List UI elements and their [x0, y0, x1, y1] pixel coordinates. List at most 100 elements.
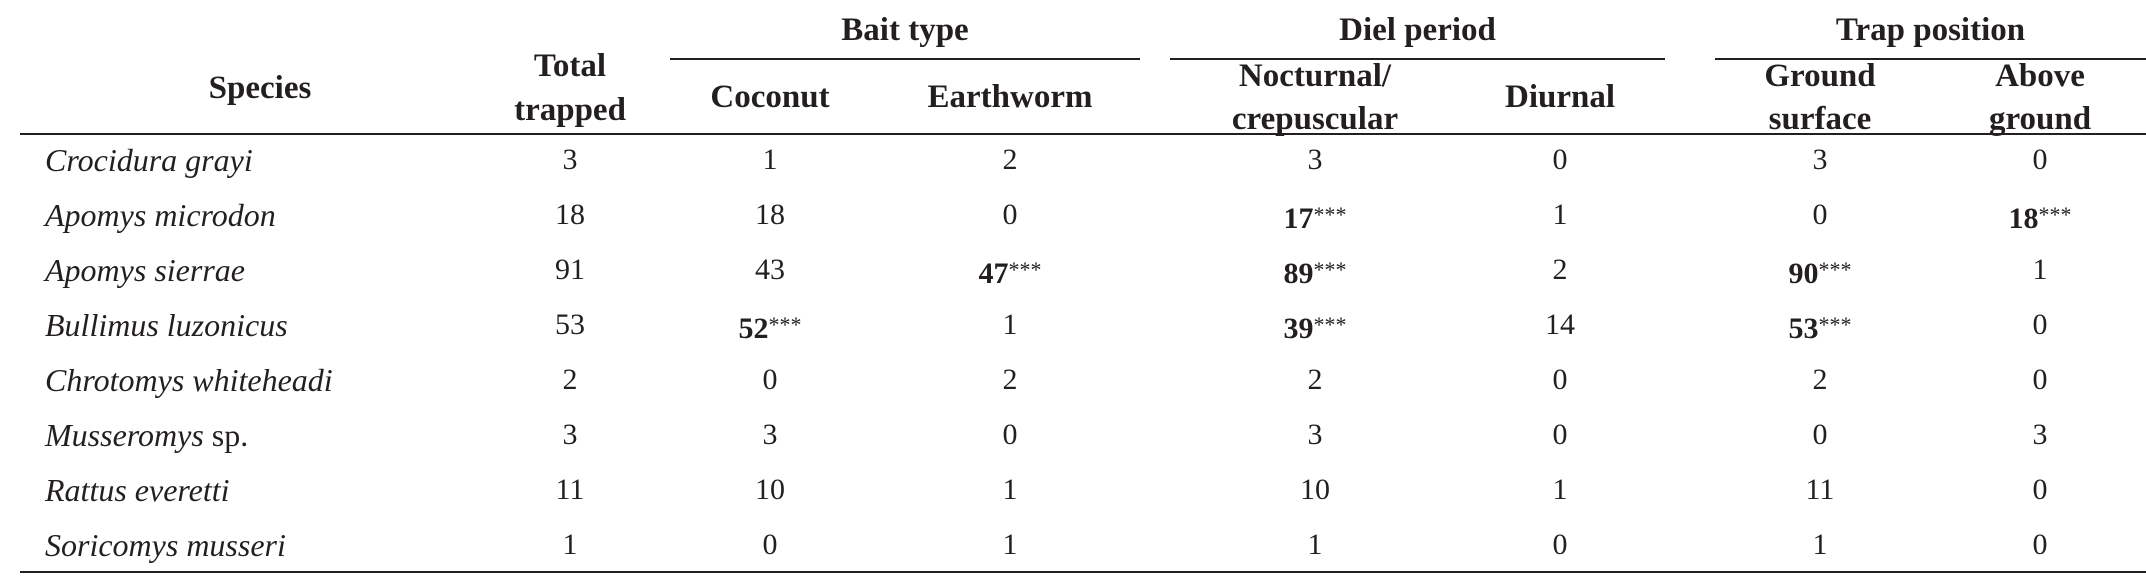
significance-marker: *** — [1313, 202, 1347, 227]
species-name: Chrotomys whiteheadi — [45, 362, 333, 398]
coconut-cell: 18 — [670, 197, 870, 233]
ground-cell: 0 — [1715, 197, 1925, 233]
earthworm-cell: 1 — [900, 527, 1120, 563]
above-cell: 0 — [1930, 472, 2146, 508]
total-cell: 2 — [490, 362, 650, 398]
diurnal-cell: 0 — [1460, 362, 1660, 398]
diel-period-group-header: Diel period — [1339, 12, 1496, 48]
diurnal-value: 1 — [1552, 198, 1568, 231]
ground-cell: 11 — [1715, 472, 1925, 508]
earthworm-cell: 1 — [900, 307, 1120, 343]
species-suffix: sp. — [203, 417, 249, 453]
nocturnal-header-line2: crepuscular — [1231, 101, 1399, 137]
total-value: 91 — [555, 253, 585, 286]
nocturnal-value: 1 — [1307, 528, 1323, 561]
total-value: 2 — [562, 363, 578, 396]
diel-period-rule — [1170, 58, 1665, 60]
nocturnal-cell: 3 — [1170, 142, 1460, 178]
earthworm-value: 1 — [1002, 473, 1018, 506]
species-cell: Apomys sierrae — [45, 252, 245, 288]
coconut-cell: 52*** — [670, 307, 870, 347]
species-column-header: Species — [208, 70, 312, 106]
nocturnal-value: 89 — [1283, 257, 1314, 290]
total-value: 11 — [555, 473, 585, 506]
nocturnal-value: 3 — [1307, 418, 1323, 451]
coconut-column-header: Coconut — [710, 79, 830, 115]
ground-cell: 0 — [1715, 417, 1925, 453]
coconut-cell: 10 — [670, 472, 870, 508]
above-value: 0 — [2032, 473, 2048, 506]
diurnal-cell: 0 — [1460, 417, 1660, 453]
species-name: Rattus everetti — [45, 472, 230, 508]
diurnal-value: 0 — [1552, 363, 1568, 396]
species-name: Musseromys — [45, 417, 204, 453]
total-cell: 1 — [490, 527, 650, 563]
earthworm-cell: 0 — [900, 417, 1120, 453]
above-cell: 0 — [1930, 142, 2146, 178]
trap-position-group-header: Trap position — [1835, 12, 2026, 48]
above-value: 18 — [2008, 202, 2039, 235]
earthworm-column-header: Earthworm — [927, 79, 1093, 115]
coconut-value: 0 — [762, 363, 778, 396]
above-value: 0 — [2032, 528, 2048, 561]
total-value: 3 — [562, 418, 578, 451]
ground-cell: 1 — [1715, 527, 1925, 563]
species-cell: Crocidura grayi — [45, 142, 253, 178]
ground-value: 0 — [1812, 418, 1828, 451]
species-cell: Chrotomys whiteheadi — [45, 362, 333, 398]
above-value: 3 — [2032, 418, 2048, 451]
species-name: Bullimus luzonicus — [45, 307, 288, 343]
total-value: 1 — [562, 528, 578, 561]
above-value: 0 — [2032, 143, 2048, 176]
ground-surface-header-line2: surface — [1768, 101, 1872, 137]
diurnal-cell: 1 — [1460, 472, 1660, 508]
nocturnal-cell: 17*** — [1170, 197, 1460, 237]
species-name: Apomys sierrae — [45, 252, 245, 288]
earthworm-cell: 0 — [900, 197, 1120, 233]
bait-type-group-header: Bait type — [841, 12, 969, 48]
species-cell: Apomys microdon — [45, 197, 276, 233]
above-value: 0 — [2032, 308, 2048, 341]
species-name: Crocidura grayi — [45, 142, 253, 178]
coconut-cell: 43 — [670, 252, 870, 288]
nocturnal-cell: 39*** — [1170, 307, 1460, 347]
above-ground-header-line1: Above — [1995, 58, 2085, 94]
earthworm-cell: 2 — [900, 142, 1120, 178]
ground-value: 3 — [1812, 143, 1828, 176]
diurnal-value: 1 — [1552, 473, 1568, 506]
above-cell: 0 — [1930, 307, 2146, 343]
significance-marker: *** — [1818, 257, 1852, 282]
nocturnal-value: 2 — [1307, 363, 1323, 396]
earthworm-cell: 2 — [900, 362, 1120, 398]
diurnal-column-header: Diurnal — [1504, 79, 1616, 115]
ground-cell: 2 — [1715, 362, 1925, 398]
coconut-cell: 0 — [670, 527, 870, 563]
diurnal-value: 0 — [1552, 528, 1568, 561]
earthworm-cell: 1 — [900, 472, 1120, 508]
total-cell: 18 — [490, 197, 650, 233]
table-bottom-rule — [20, 571, 2146, 573]
total-trapped-header-line2: trapped — [514, 92, 626, 128]
species-name: Soricomys musseri — [45, 527, 286, 563]
coconut-value: 52 — [738, 312, 769, 345]
coconut-value: 10 — [755, 473, 785, 506]
earthworm-value: 47 — [978, 257, 1009, 290]
earthworm-value: 2 — [1002, 363, 1018, 396]
significance-marker: *** — [1818, 312, 1852, 337]
earthworm-value: 0 — [1002, 198, 1018, 231]
above-cell: 0 — [1930, 362, 2146, 398]
nocturnal-header-line1: Nocturnal/ — [1238, 58, 1392, 94]
coconut-value: 1 — [762, 143, 778, 176]
species-cell: Soricomys musseri — [45, 527, 286, 563]
earthworm-value: 1 — [1002, 308, 1018, 341]
above-cell: 3 — [1930, 417, 2146, 453]
ground-cell: 3 — [1715, 142, 1925, 178]
ground-cell: 53*** — [1715, 307, 1925, 347]
nocturnal-value: 3 — [1307, 143, 1323, 176]
above-cell: 18*** — [1930, 197, 2146, 237]
diurnal-value: 0 — [1552, 418, 1568, 451]
above-value: 0 — [2032, 363, 2048, 396]
coconut-value: 18 — [755, 198, 785, 231]
total-cell: 53 — [490, 307, 650, 343]
significance-marker: *** — [1008, 257, 1042, 282]
